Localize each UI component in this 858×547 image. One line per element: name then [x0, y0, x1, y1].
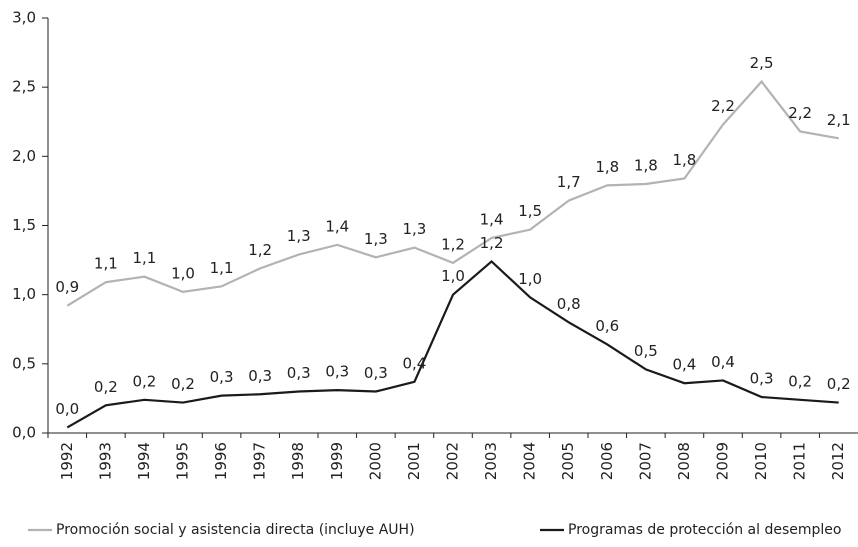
data-label: 0,4 — [402, 354, 426, 372]
y-tick-label: 1,0 — [12, 285, 36, 303]
data-label: 0,2 — [788, 372, 812, 390]
y-tick-label: 0,5 — [12, 354, 36, 372]
legend-label: Programas de protección al desempleo — [568, 522, 841, 538]
x-tick-label: 2010 — [752, 442, 770, 480]
x-tick-label: 2008 — [675, 442, 693, 480]
data-label: 1,1 — [94, 255, 118, 273]
data-label: 0,9 — [55, 278, 79, 296]
x-tick-label: 2001 — [405, 442, 423, 480]
data-label: 1,8 — [672, 151, 696, 169]
y-tick-label: 2,5 — [12, 78, 36, 96]
x-tick-label: 1993 — [96, 442, 114, 480]
data-label: 0,4 — [672, 356, 696, 374]
data-label: 0,0 — [55, 400, 79, 418]
x-tick-label: 2009 — [714, 442, 732, 480]
data-label: 1,4 — [480, 210, 504, 228]
legend-label: Promoción social y asistencia directa (i… — [56, 522, 415, 538]
data-label: 0,3 — [287, 364, 311, 382]
x-tick-label: 2000 — [366, 442, 384, 480]
x-tick-label: 1996 — [212, 442, 230, 480]
data-label: 0,8 — [557, 295, 581, 313]
series-line — [66, 259, 839, 429]
data-label: 2,5 — [750, 54, 774, 72]
y-tick-label: 3,0 — [12, 9, 36, 27]
x-tick-label: 2007 — [636, 442, 654, 480]
data-label: 2,2 — [788, 104, 812, 122]
data-label: 1,8 — [634, 157, 658, 175]
data-label: 1,3 — [364, 230, 388, 248]
data-label: 1,2 — [441, 235, 465, 253]
y-tick-label: 1,5 — [12, 216, 36, 234]
x-tick-label: 2006 — [598, 442, 616, 480]
data-label: 0,3 — [248, 367, 272, 385]
y-tick-label: 2,0 — [12, 147, 36, 165]
data-label: 0,4 — [711, 353, 735, 371]
x-tick-label: 1999 — [328, 442, 346, 480]
y-tick-label: 0,0 — [12, 424, 36, 442]
data-label: 0,2 — [94, 378, 118, 396]
x-tick-label: 1994 — [135, 442, 153, 480]
series-line — [66, 79, 839, 307]
data-label: 1,7 — [557, 173, 581, 191]
x-tick-label: 2005 — [559, 442, 577, 480]
x-tick-label: 1995 — [174, 442, 192, 480]
data-label: 1,1 — [132, 249, 156, 267]
data-label: 1,3 — [287, 227, 311, 245]
data-label: 1,2 — [248, 241, 272, 259]
data-label: 0,2 — [132, 372, 156, 390]
x-tick-label: 2002 — [444, 442, 462, 480]
data-label: 1,1 — [210, 259, 234, 277]
data-label: 2,1 — [827, 111, 851, 129]
x-tick-label: 2004 — [521, 442, 539, 480]
data-label: 1,0 — [518, 270, 542, 288]
data-label: 1,0 — [441, 267, 465, 285]
data-label: 0,2 — [171, 375, 195, 393]
x-tick-label: 1997 — [251, 442, 269, 480]
data-label: 0,5 — [634, 342, 658, 360]
x-tick-label: 1998 — [289, 442, 307, 480]
x-tick-label: 1992 — [58, 442, 76, 480]
data-label: 1,4 — [325, 217, 349, 235]
data-label: 2,2 — [711, 97, 735, 115]
data-label: 0,3 — [364, 364, 388, 382]
x-tick-label: 2011 — [791, 442, 809, 480]
data-label: 1,8 — [595, 158, 619, 176]
x-tick-label: 2012 — [829, 442, 847, 480]
data-label: 0,3 — [750, 370, 774, 388]
data-label: 0,2 — [827, 375, 851, 393]
x-tick-label: 2003 — [482, 442, 500, 480]
data-label: 1,5 — [518, 202, 542, 220]
data-label: 1,3 — [402, 220, 426, 238]
data-label: 1,2 — [480, 234, 504, 252]
data-label: 1,0 — [171, 264, 195, 282]
data-label: 0,3 — [210, 368, 234, 386]
data-label: 0,3 — [325, 363, 349, 381]
data-label: 0,6 — [595, 317, 619, 335]
